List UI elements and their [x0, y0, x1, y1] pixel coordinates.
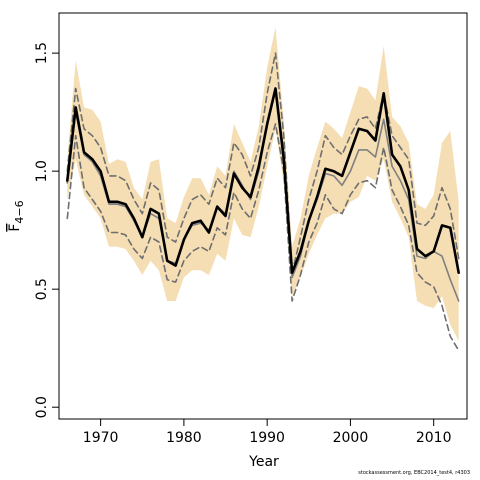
y-axis: 0.0 0.5 1.0 1.5 — [34, 42, 59, 418]
footer-credit: stockassessment.org, EBC2014_test4, r430… — [358, 470, 470, 476]
y-tick-label-2: 1.0 — [34, 160, 50, 182]
x-axis-label: Year — [248, 454, 279, 470]
x-tick-label-1970: 1970 — [83, 430, 119, 446]
y-tick-label-1: 0.5 — [34, 278, 50, 300]
x-tick-label-1980: 1980 — [166, 430, 202, 446]
y-axis-label-base: F — [7, 224, 23, 232]
lower-dashed-line — [66, 123, 460, 352]
plot-frame — [58, 12, 468, 420]
x-tick-label-2010: 2010 — [416, 430, 452, 446]
svg-text:F4−6: F4−6 — [7, 200, 26, 231]
confidence-band — [67, 27, 459, 342]
y-axis-label-subscript: 4−6 — [13, 200, 26, 223]
x-axis: 1970 1980 1990 2000 2010 — [83, 419, 452, 446]
x-tick-label-1990: 1990 — [249, 430, 285, 446]
black-solid-line — [66, 87, 461, 275]
y-tick-label-0: 0.0 — [34, 396, 50, 418]
upper-dashed-line — [66, 52, 460, 274]
y-axis-label: F4−6 — [7, 200, 26, 231]
y-tick-label-3: 1.5 — [34, 42, 50, 64]
plot-layer — [66, 27, 461, 352]
x-tick-label-2000: 2000 — [333, 430, 369, 446]
